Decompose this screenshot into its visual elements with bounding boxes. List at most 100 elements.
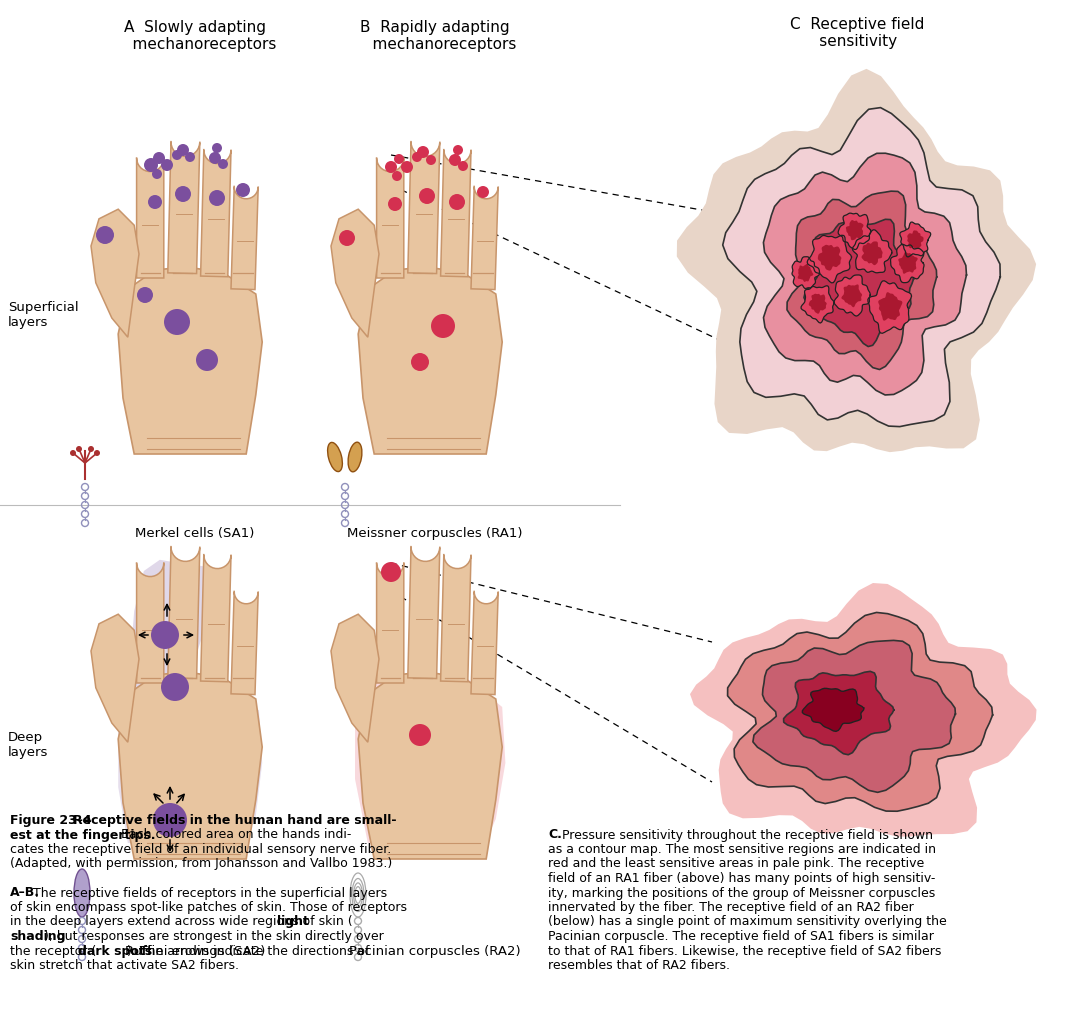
Circle shape <box>453 145 463 155</box>
Polygon shape <box>441 555 471 682</box>
Circle shape <box>96 226 114 244</box>
Circle shape <box>152 169 162 179</box>
Text: Meissner corpuscles (RA1): Meissner corpuscles (RA1) <box>348 527 523 540</box>
Polygon shape <box>91 614 139 742</box>
Polygon shape <box>802 689 864 732</box>
Polygon shape <box>118 691 262 848</box>
Ellipse shape <box>348 442 362 472</box>
Polygon shape <box>408 141 440 274</box>
Polygon shape <box>798 263 813 282</box>
Polygon shape <box>231 591 258 695</box>
Polygon shape <box>167 546 200 679</box>
Circle shape <box>212 144 222 153</box>
Text: as a contour map. The most sensitive regions are indicated in: as a contour map. The most sensitive reg… <box>548 843 936 856</box>
Text: C  Receptive field
      sensitivity: C Receptive field sensitivity <box>789 17 924 49</box>
Text: Merkel cells (SA1): Merkel cells (SA1) <box>135 527 255 540</box>
Polygon shape <box>852 230 892 273</box>
Circle shape <box>426 155 436 165</box>
Polygon shape <box>136 563 164 683</box>
Polygon shape <box>131 560 211 691</box>
Circle shape <box>153 803 187 837</box>
Circle shape <box>87 446 94 452</box>
Circle shape <box>195 348 218 371</box>
Text: A–B.: A–B. <box>10 887 40 900</box>
Polygon shape <box>201 555 231 682</box>
Polygon shape <box>787 191 936 370</box>
Circle shape <box>392 171 402 181</box>
Circle shape <box>151 621 179 649</box>
Text: innervated by the fiber. The receptive field of an RA2 fiber: innervated by the fiber. The receptive f… <box>548 901 914 914</box>
Circle shape <box>161 159 173 171</box>
Text: B  Rapidly adapting
    mechanoreceptors: B Rapidly adapting mechanoreceptors <box>353 20 516 52</box>
Circle shape <box>411 152 422 162</box>
Circle shape <box>164 309 190 335</box>
Text: ity, marking the positions of the group of Meissner corpuscles: ity, marking the positions of the group … <box>548 887 935 900</box>
Polygon shape <box>330 209 379 337</box>
Text: C.: C. <box>548 828 562 842</box>
Circle shape <box>419 188 435 204</box>
Polygon shape <box>807 235 851 283</box>
Polygon shape <box>753 641 956 792</box>
Polygon shape <box>359 671 502 859</box>
Polygon shape <box>441 150 471 277</box>
Polygon shape <box>355 671 505 848</box>
Circle shape <box>388 197 402 211</box>
Text: dark spots: dark spots <box>78 944 152 957</box>
Text: Ruffini endings (SA2): Ruffini endings (SA2) <box>125 945 266 958</box>
Polygon shape <box>846 220 864 240</box>
Text: shading: shading <box>10 930 66 943</box>
Text: Pressure sensitivity throughout the receptive field is shown: Pressure sensitivity throughout the rece… <box>557 828 933 842</box>
Polygon shape <box>377 158 404 278</box>
Polygon shape <box>118 266 262 454</box>
Polygon shape <box>118 671 262 859</box>
Circle shape <box>449 154 461 166</box>
Text: of skin encompass spot-like patches of skin. Those of receptors: of skin encompass spot-like patches of s… <box>10 901 407 914</box>
Circle shape <box>177 144 189 156</box>
Text: resembles that of RA2 fibers.: resembles that of RA2 fibers. <box>548 959 730 972</box>
Circle shape <box>161 673 189 701</box>
Polygon shape <box>891 244 924 283</box>
Ellipse shape <box>75 869 90 917</box>
Circle shape <box>94 450 100 456</box>
Polygon shape <box>899 252 918 274</box>
Circle shape <box>394 154 404 164</box>
Circle shape <box>431 314 455 338</box>
Polygon shape <box>690 583 1037 836</box>
Polygon shape <box>471 187 498 290</box>
Circle shape <box>458 161 468 171</box>
Polygon shape <box>868 281 912 333</box>
Circle shape <box>76 446 82 452</box>
Polygon shape <box>231 187 258 290</box>
Text: field of an RA1 fiber (above) has many points of high sensitiv-: field of an RA1 fiber (above) has many p… <box>548 872 935 885</box>
Polygon shape <box>764 154 967 395</box>
Circle shape <box>185 152 195 162</box>
Polygon shape <box>784 671 894 754</box>
Polygon shape <box>907 231 923 249</box>
Text: (Adapted, with permission, from Johansson and Vallbo 1983.): (Adapted, with permission, from Johansso… <box>10 858 392 870</box>
Polygon shape <box>804 219 914 346</box>
Text: Receptive fields in the human hand are small-: Receptive fields in the human hand are s… <box>73 814 396 827</box>
Circle shape <box>401 161 413 173</box>
Polygon shape <box>728 612 993 811</box>
Circle shape <box>137 287 153 303</box>
Circle shape <box>477 186 489 198</box>
Polygon shape <box>841 284 862 308</box>
Circle shape <box>237 183 249 197</box>
Circle shape <box>417 146 429 158</box>
Circle shape <box>210 190 225 206</box>
Polygon shape <box>330 614 379 742</box>
Text: ). The arrows indicate the directions of: ). The arrows indicate the directions of <box>126 944 369 957</box>
Polygon shape <box>136 158 164 278</box>
Circle shape <box>175 186 191 202</box>
Polygon shape <box>809 294 826 314</box>
Text: Superficial
layers: Superficial layers <box>8 301 79 329</box>
Circle shape <box>210 152 221 164</box>
Polygon shape <box>723 108 1000 426</box>
Text: cates the receptive field of an individual sensory nerve fiber.: cates the receptive field of an individu… <box>10 843 391 856</box>
Circle shape <box>218 159 228 169</box>
Text: Pacinian corpuscles (RA2): Pacinian corpuscles (RA2) <box>349 945 521 958</box>
Circle shape <box>144 158 158 172</box>
Polygon shape <box>862 242 882 265</box>
Circle shape <box>339 230 355 246</box>
Polygon shape <box>792 256 820 289</box>
